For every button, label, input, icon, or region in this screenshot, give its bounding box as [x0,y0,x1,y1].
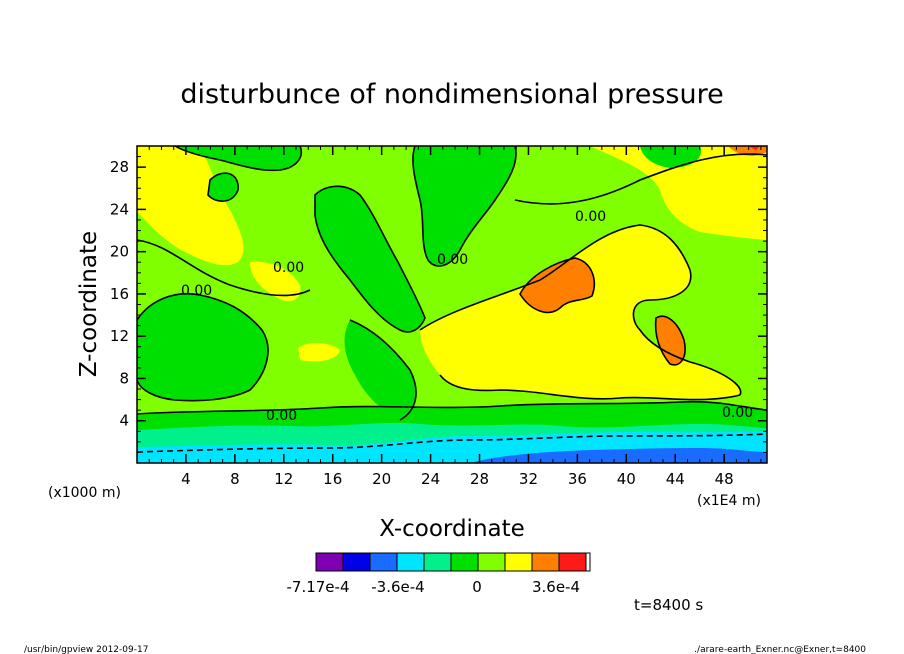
field-green-patch-right [640,146,701,168]
colorbar-swatch [396,552,425,572]
contour-line-orange-main [519,257,596,314]
field-low-layer-4 [470,448,767,463]
field-yellow-lobe-top-right [590,146,767,240]
field-green-patch-lower-mid [344,320,416,420]
contour-label: 0.00 [437,252,468,268]
contour-line-upper-right [514,153,767,205]
field-yellow-lobe-mid-left [250,261,301,302]
colorbar-swatch [450,552,479,572]
colorbar-end-cap [585,552,591,572]
y-tick-label: 4 [119,412,129,430]
y-axis-ticks: 4 8 12 16 20 24 28 [110,156,767,453]
x-tick-label: 48 [715,470,734,488]
x-tick-label: 8 [230,470,240,488]
field-red-cell [748,146,760,150]
colorbar-labels: -7.17e-4 -3.6e-4 0 3.6e-4 [287,578,581,596]
y-tick-label: 20 [110,243,129,261]
field-yellow-plume [420,225,741,400]
colorbar [315,552,591,572]
chart-title: disturbunce of nondimensional pressure [180,79,723,110]
colorbar-swatch [423,552,452,572]
x-tick-label: 44 [666,470,685,488]
colorbar-swatch [342,552,371,572]
footer-right: ./arare-earth_Exner.nc@Exner,t=8400 [694,645,866,654]
field-green-patch-topleft [175,146,302,171]
contour-line-labels: 0.00 0.00 0.00 0.00 0.00 0.00 [181,209,753,424]
contour-line-topleft [174,146,302,172]
contour-line-lower-mid [349,319,417,421]
x-axis-unit: (x1E4 m) [697,493,761,509]
field-yellow-lobe-upper-left [137,146,244,266]
field-green-patch-ring [208,173,239,202]
field-green-patch-left [137,293,269,401]
colorbar-swatch [477,552,506,572]
contour-line-mid-left [137,239,311,297]
contour-lines [137,146,767,453]
colorbar-swatch [369,552,398,572]
colorbar-swatch [504,552,533,572]
y-tick-label: 16 [110,285,129,303]
colorbar-swatch [531,552,560,572]
x-tick-label: 36 [568,470,587,488]
x-tick-label: 40 [617,470,636,488]
contour-label: 0.00 [722,405,753,421]
colorbar-tick-label: -3.6e-4 [371,578,424,596]
contour-line-left-patch [137,293,269,402]
colorbar-tick-label: 0 [472,578,482,596]
x-tick-label: 20 [372,470,391,488]
contour-line-ring [207,172,239,202]
contour-label: 0.00 [266,408,297,424]
colorbar-swatch [558,552,587,572]
x-axis-title: X-coordinate [379,516,525,542]
contour-label: 0.00 [575,209,606,225]
x-axis-ticks: 4 8 12 16 20 24 28 32 36 40 44 48 [148,146,762,488]
contour-line-plume [419,224,742,396]
y-axis-title: Z-coordinate [76,231,102,377]
contour-line-upper-patch [412,146,517,267]
colorbar-swatch [315,552,344,572]
colorbar-tick-label: 3.6e-4 [532,578,580,596]
contour-line-plume-lower [439,374,741,401]
field-green-patch-center [315,186,425,332]
contour-label: 0.00 [181,283,212,299]
x-tick-label: 4 [181,470,191,488]
y-tick-label: 28 [110,158,129,176]
x-tick-label: 32 [519,470,538,488]
x-tick-label: 16 [323,470,342,488]
field-green-patch-upper [412,146,516,266]
y-tick-label: 12 [110,327,129,345]
x-tick-label: 28 [470,470,489,488]
field-orange-cell-main [520,258,595,313]
y-tick-label: 24 [110,200,129,218]
y-axis-unit: (x1000 m) [48,485,121,501]
plot-area: 0.00 0.00 0.00 0.00 0.00 0.00 4 8 12 16 20 24… [110,145,768,488]
x-tick-label: 12 [274,470,293,488]
contour-line-orange-right [654,315,686,366]
x-tick-label: 24 [421,470,440,488]
time-label: t=8400 s [634,596,703,614]
contour-line-center-patch [314,185,426,333]
field-yellow-spot-left [298,342,340,362]
footer-left: /usr/bin/gpview 2012-09-17 [24,645,148,654]
contour-label: 0.00 [273,260,304,276]
y-tick-label: 8 [119,369,129,387]
colorbar-tick-label: -7.17e-4 [287,578,350,596]
contour-fill: 0.00 0.00 0.00 0.00 0.00 0.00 [137,146,767,463]
contour-line-zero-low [137,400,767,415]
contour-line-low-dashed [137,433,767,453]
